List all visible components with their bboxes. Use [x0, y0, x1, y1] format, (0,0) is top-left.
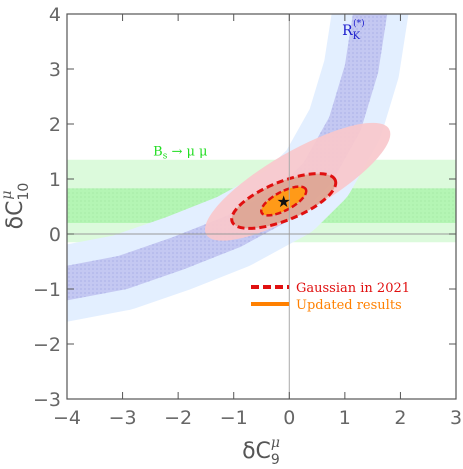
best-fit-star-icon: ★ — [277, 192, 291, 211]
updated-results-region — [259, 185, 308, 217]
y-tick-label: 4 — [49, 4, 61, 26]
y-tick-label: −3 — [33, 389, 61, 411]
x-axis-title: δC9μ — [242, 435, 280, 468]
x-tick-label: −1 — [220, 407, 248, 429]
x-tick-label: 2 — [394, 407, 406, 429]
y-axis-title: δC10μ — [0, 183, 32, 230]
reference-lines — [67, 14, 456, 399]
x-tick-label: 0 — [283, 407, 295, 429]
best-fit-marker: ★ — [277, 192, 291, 211]
x-tick-label: −2 — [164, 407, 192, 429]
plot-frame — [66, 13, 457, 400]
y-tick-label: 0 — [49, 224, 61, 246]
legend-label-updated: Updated results — [296, 298, 402, 313]
bs-mumu-annotation: Bs → μ μ — [153, 144, 207, 161]
legend-label-gaussian: Gaussian in 2021 — [296, 281, 410, 296]
y-tick-label: 2 — [49, 114, 61, 136]
y-tick-label: 3 — [49, 59, 61, 81]
legend: Gaussian in 2021 Updated results — [251, 281, 410, 313]
y-tick-label: −1 — [33, 279, 61, 301]
y-tick-label: −2 — [33, 334, 61, 356]
x-tick-label: −3 — [109, 407, 137, 429]
annotations: RK(*) Bs → μ μ — [153, 18, 365, 161]
rk-annotation: RK(*) — [342, 18, 365, 42]
constraint-regions — [67, 14, 456, 322]
x-tick-label: 3 — [450, 407, 462, 429]
x-tick-label: −4 — [53, 407, 81, 429]
x-tick-label: 1 — [339, 407, 351, 429]
y-tick-label: 1 — [49, 169, 61, 191]
